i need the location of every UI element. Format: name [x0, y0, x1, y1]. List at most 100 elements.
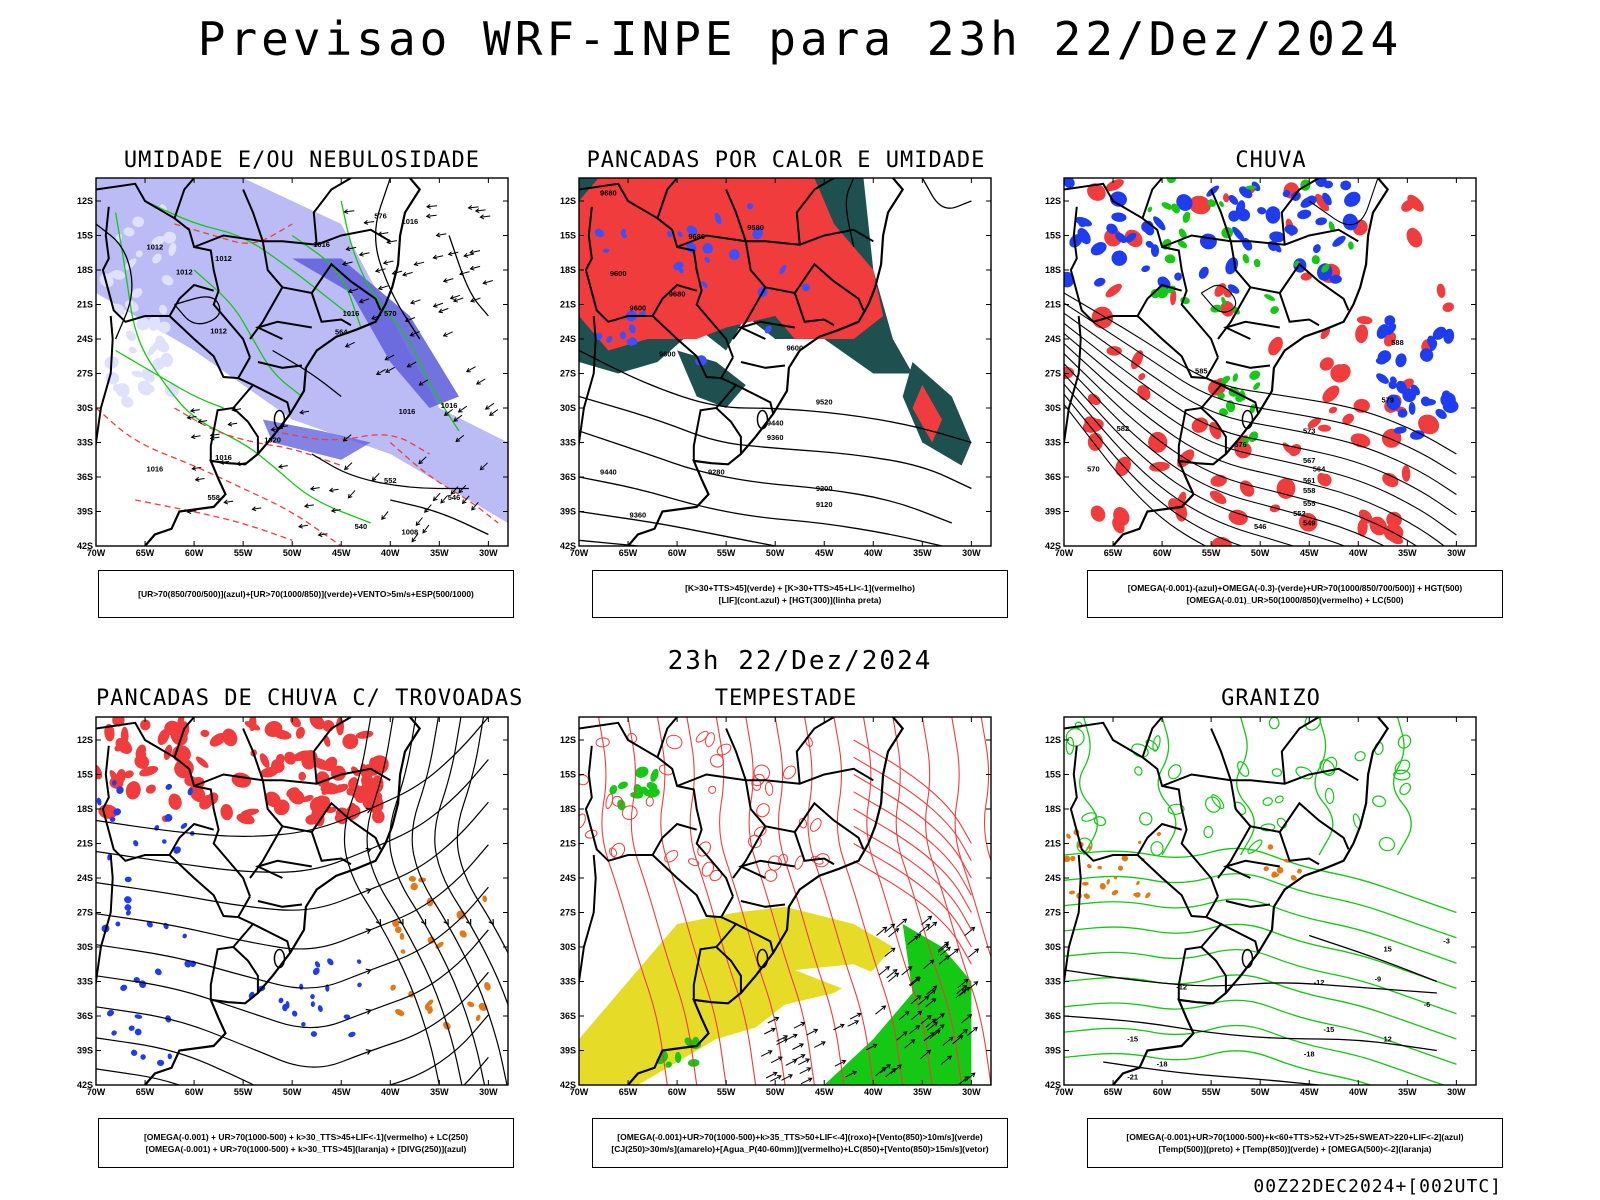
divergence-blue [128, 1025, 135, 1031]
storm-orange-patch [408, 875, 416, 882]
wind-vector [947, 948, 959, 958]
wind-vector [470, 265, 481, 270]
wind-vector-head [800, 1054, 806, 1059]
contour-label: -6 [1424, 1000, 1431, 1009]
rain-blue-patch [1064, 271, 1075, 288]
contour-label: 9280 [708, 468, 725, 477]
wind-vector-head [820, 1041, 826, 1046]
lat-label: 39S [560, 507, 576, 517]
height-500 [1064, 373, 1346, 546]
country-border [579, 721, 734, 897]
omega-500-patch [1106, 878, 1110, 885]
panel-title-umidade: UMIDADE E/OU NEBULOSIDADE [123, 148, 481, 173]
humidity-patch [131, 288, 143, 298]
divergence-blue [327, 958, 334, 966]
wind-vector-head [385, 368, 391, 373]
lif-contour [702, 243, 713, 254]
wind-vector-head [375, 370, 381, 375]
country-border [765, 825, 835, 866]
country-border [101, 206, 214, 323]
divergence-blue [124, 904, 132, 911]
contour-label: 9600 [630, 303, 647, 312]
contour-label: 552 [1293, 509, 1306, 518]
rain-green-patch [1232, 373, 1238, 382]
contour-label: 9600 [610, 269, 627, 278]
wind-vector-head [974, 948, 980, 953]
humidity-high-layer [292, 258, 459, 408]
rain-red-patch [1148, 431, 1168, 453]
rain-red-patch [1333, 363, 1351, 382]
streamline-head [365, 807, 372, 814]
country-border [1225, 361, 1271, 369]
omega-500-patch [1297, 868, 1302, 874]
contour-label: 576 [374, 211, 387, 220]
wind-vector-head [931, 1018, 937, 1024]
wind-vector [459, 271, 470, 275]
divergence-blue [317, 1005, 323, 1013]
contour-label: 588 [1391, 338, 1404, 347]
rain-red-patch [1406, 227, 1423, 248]
wind-vector [793, 1054, 805, 1061]
country-border [795, 178, 835, 245]
lon-label: 65W [1104, 1087, 1123, 1097]
omega-500-patch [1070, 855, 1076, 862]
legend-line: [OMEGA(-0.001)-(azul)+OMEGA(-0.3)-(verde… [1127, 583, 1463, 593]
streamline [96, 801, 489, 911]
wind-vector [925, 1018, 937, 1028]
divergence-blue [130, 1049, 138, 1056]
rain-blue-patch [1282, 189, 1291, 198]
wind-vector [378, 232, 389, 235]
storm-red-patch [138, 749, 147, 759]
wind-vector-head [792, 1033, 798, 1039]
heat-red-layer [579, 178, 884, 351]
wind-vector [228, 422, 238, 426]
contour-label: -12 [1314, 978, 1325, 987]
streamline-850 [853, 774, 972, 879]
wind-vector [760, 1050, 773, 1057]
water-vapor [809, 818, 822, 832]
contour-label: 9360 [630, 510, 647, 519]
lif-contour [677, 231, 683, 237]
wind-vector [890, 1064, 902, 1074]
wind-vector-head [347, 493, 353, 499]
rain-red-patch [1300, 272, 1313, 281]
lif-contour [746, 203, 754, 210]
wind-vector [470, 250, 481, 254]
wind-vector [933, 1024, 945, 1034]
wind-vector [901, 966, 913, 976]
streamline-850 [686, 717, 757, 1085]
wind-vector [232, 408, 242, 411]
rain-green-patch [1253, 258, 1261, 268]
wind-vector [898, 1011, 910, 1021]
wind-vector-head [852, 1070, 858, 1076]
country-border [1278, 801, 1350, 850]
lat-label: 33S [77, 977, 93, 987]
wind-vector [278, 465, 288, 468]
country-border [1069, 745, 1182, 862]
divergence-blue [182, 933, 187, 939]
lon-label: 40W [864, 548, 883, 558]
wind-vector-head [897, 1064, 902, 1070]
country-border [740, 900, 786, 908]
rain-blue-patch [1235, 200, 1246, 216]
lat-label: 42S [1045, 1080, 1061, 1090]
lon-label: 50W [1251, 548, 1270, 558]
lat-label: 15S [1045, 231, 1061, 241]
height-500 [1064, 403, 1207, 546]
rain-blue-patch [1090, 242, 1107, 256]
height-contour [921, 178, 972, 209]
lon-label: 60W [668, 1087, 687, 1097]
divergence-blue [154, 824, 160, 831]
wind-vector-head [892, 968, 898, 974]
contour-label: 540 [355, 522, 368, 531]
wind-vector [785, 1059, 797, 1066]
divergence-blue [357, 982, 362, 988]
legend-chuva: [OMEGA(-0.001)-(azul)+OMEGA(-0.3)-(verde… [1087, 570, 1503, 618]
rain-red-patch [1356, 316, 1373, 325]
rain-red-patch [1131, 350, 1144, 370]
lon-label: 40W [381, 548, 400, 558]
wind-vector-head [341, 261, 347, 267]
lat-label: 12S [1045, 735, 1061, 745]
wind-vector-head [374, 268, 380, 273]
legend-line: [UR>70(850/700/500)](azul)+[UR>70(1000/8… [138, 589, 474, 599]
